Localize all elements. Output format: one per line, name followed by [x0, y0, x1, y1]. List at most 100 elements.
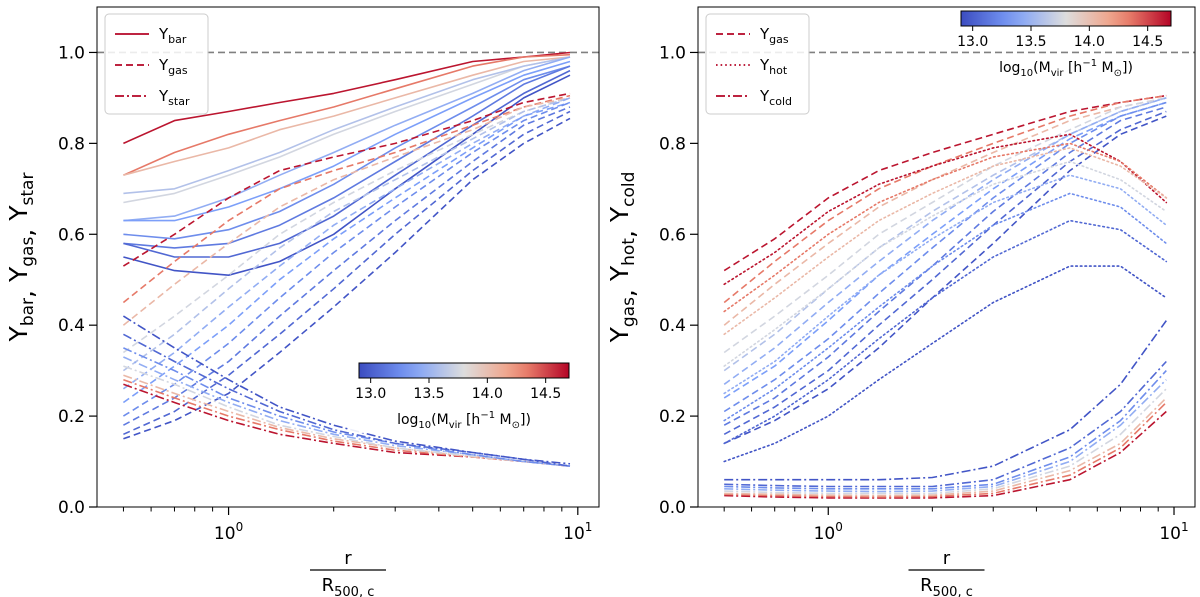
series-line: [123, 56, 571, 176]
panel-right: 0.0 0.2 0.4 0.6 0.8 1.0 100 101 r R500, c Ygas, Yh…: [605, 6, 1196, 597]
series-line: [122, 101, 571, 417]
series-line: [723, 110, 1167, 436]
legend-box: [104, 13, 209, 115]
legend-label: Ygas: [158, 56, 188, 77]
series-group: [122, 51, 571, 467]
series-group: [723, 94, 1168, 499]
colorbar-tick-label: 13.0: [957, 34, 988, 50]
series-line: [123, 347, 571, 467]
series-line: [723, 142, 1168, 313]
colorbar-tick-label: 13.0: [355, 386, 386, 402]
series-line: [723, 147, 1168, 336]
series-line: [724, 379, 1167, 493]
colorbar-bar: [960, 10, 1172, 27]
series-line: [122, 94, 571, 304]
colorbar-label: log10(Mvir [h−1 M⊙]): [397, 410, 531, 431]
series-line: [723, 101, 1167, 413]
series-line: [122, 97, 571, 372]
series-line: [723, 174, 1168, 395]
legend-label: Ystar: [158, 87, 190, 108]
series-line: [723, 101, 1167, 399]
x-axis-label-numerator: r: [943, 548, 951, 569]
series-line: [122, 97, 571, 354]
y-tick-label: 0.0: [659, 498, 686, 518]
series-line: [122, 92, 571, 267]
colorbar: 13.0 13.5 14.0 14.5 log10(Mvir [h−1 M⊙]): [957, 10, 1172, 79]
colorbar-bar: [358, 362, 570, 379]
series-line: [123, 56, 571, 204]
series-line: [123, 53, 571, 176]
series-line: [122, 101, 571, 404]
x-tick-label: 100: [814, 520, 843, 544]
colorbar-tick-label: 14.0: [1074, 34, 1105, 50]
x-tick-label: 101: [1159, 520, 1188, 544]
colorbar-tick-label: 13.5: [413, 386, 444, 402]
series-line: [123, 74, 571, 277]
y-tick-label: 0.2: [58, 407, 85, 427]
x-axis-label-numerator: r: [344, 548, 352, 569]
series-line: [724, 320, 1167, 481]
series-line: [724, 370, 1167, 490]
x-tick-label: 100: [214, 520, 243, 544]
legend: Ygas Yhot Ycold: [705, 13, 810, 115]
series-line: [724, 397, 1167, 497]
series-line: [122, 97, 571, 326]
series-line: [723, 97, 1167, 372]
series-line: [723, 160, 1168, 367]
y-tick-label: 0.4: [659, 316, 686, 336]
x-axis-label-denominator: R500, c: [322, 575, 375, 597]
y-tick-label: 0.0: [58, 498, 85, 518]
series-line: [122, 97, 571, 390]
colorbar-tick-label: 13.5: [1015, 34, 1046, 50]
series-line: [123, 356, 571, 467]
colorbar-tick-label: 14.5: [530, 386, 561, 402]
series-line: [723, 133, 1168, 286]
plot-frame: [96, 6, 600, 508]
series-line: [724, 401, 1167, 498]
series-line: [723, 97, 1167, 385]
series-line: [123, 51, 571, 145]
colorbar: 13.0 13.5 14.0 14.5 log10(Mvir [h−1 M⊙]): [349, 357, 579, 433]
series-line: [122, 315, 571, 465]
colorbar-tick-label: 14.0: [472, 386, 503, 402]
series-line: [123, 65, 571, 249]
y-tick-label: 0.4: [58, 316, 85, 336]
series-line: [723, 192, 1168, 422]
series-line: [723, 94, 1167, 272]
y-axis-label: Ybar, Ygas, Ystar: [4, 173, 39, 343]
series-line: [123, 60, 571, 222]
series-line: [724, 410, 1167, 499]
legend-label: Yhot: [759, 56, 788, 77]
y-tick-label: 0.2: [659, 407, 686, 427]
y-axis-label: Ygas, Yhot, Ycold: [605, 172, 640, 344]
series-line: [724, 360, 1167, 488]
series-line: [723, 97, 1167, 354]
colorbar-tick-label: 14.5: [1132, 34, 1163, 50]
legend-label: Ycold: [759, 87, 792, 108]
legend-label: Ybar: [158, 25, 187, 46]
y-tick-label: 0.8: [58, 134, 85, 154]
legend-label: Ygas: [759, 25, 789, 46]
y-tick-label: 1.0: [58, 43, 85, 63]
series-line: [123, 56, 571, 222]
series-line: [723, 265, 1168, 463]
series-line: [723, 97, 1167, 326]
series-line: [723, 115, 1167, 445]
series-line: [723, 94, 1167, 304]
y-tick-label: 1.0: [659, 43, 686, 63]
series-line: [723, 219, 1168, 445]
panel-left: 0.0 0.2 0.4 0.6 0.8 1.0 100 101 r R500, c Ybar, Yg…: [4, 6, 600, 597]
colorbar-label: log10(Mvir [h−1 M⊙]): [999, 58, 1133, 79]
legend: Ybar Ygas Ystar: [104, 13, 209, 115]
series-line: [123, 106, 571, 426]
y-tick-label: 0.6: [659, 225, 686, 245]
legend-box: [705, 13, 810, 115]
series-line: [123, 65, 571, 240]
x-axis-label-denominator: R500, c: [920, 575, 973, 597]
series-line: [724, 388, 1167, 495]
series-line: [723, 106, 1167, 426]
y-tick-label: 0.8: [659, 134, 686, 154]
plot-frame: [697, 6, 1196, 508]
x-tick-label: 101: [563, 520, 592, 544]
